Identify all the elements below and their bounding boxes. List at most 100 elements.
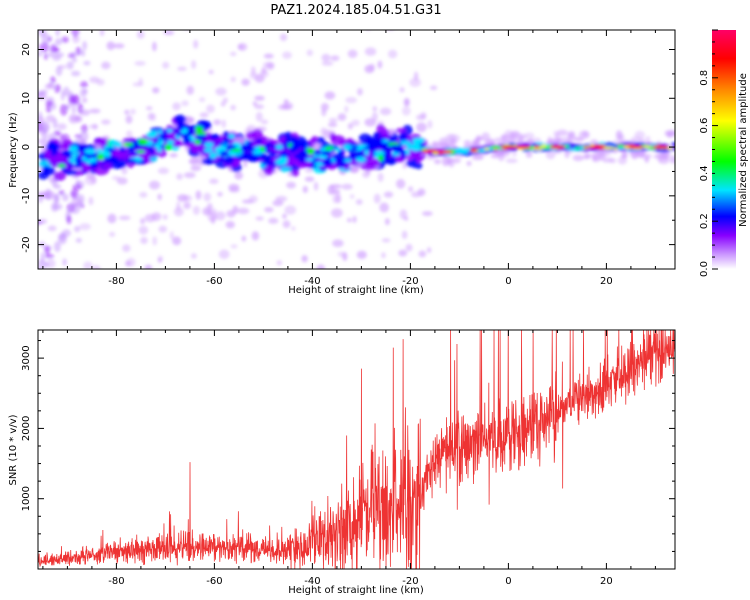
spectrogram-blob <box>328 117 338 123</box>
spectrogram-blob <box>177 194 188 202</box>
spectrogram-blob <box>621 151 628 159</box>
spectrogram-blob <box>324 91 336 100</box>
spectrogram-blob <box>122 244 131 253</box>
spectrogram-blob <box>121 166 128 175</box>
snr-x-tick-label: -40 <box>304 576 320 587</box>
spectrogram-blob <box>261 119 269 125</box>
spectrogram-blob <box>270 145 277 149</box>
spectrogram-blob <box>487 139 495 145</box>
spectrogram-blob <box>144 264 153 269</box>
spectrogram-blob <box>186 85 195 95</box>
spectrogram-blob <box>568 133 576 141</box>
spectrogram-blob <box>655 149 670 153</box>
spectrogram-blob <box>69 145 78 152</box>
spectrogram-blob <box>183 201 191 210</box>
spectrogram-blob <box>400 149 406 157</box>
spectrogram-blob <box>44 188 52 201</box>
spectrogram-blob <box>116 177 128 185</box>
spectrogram-blob <box>230 76 236 83</box>
spectrogram-blob <box>209 133 220 140</box>
spectrogram-blob <box>524 132 535 139</box>
spectrogram-blob <box>111 158 117 164</box>
spectrogram-blob <box>107 139 118 146</box>
spectrogram-blob <box>169 231 174 240</box>
spectrogram-blob <box>215 87 227 96</box>
spectrogram-blob <box>38 220 43 225</box>
spectrogram-x-tick-label: 20 <box>600 276 613 287</box>
spectrogram-blob <box>217 191 223 197</box>
spectrogram-blob <box>409 77 422 87</box>
spectrogram-blob <box>280 166 292 173</box>
spectrogram-blob <box>159 132 168 137</box>
spectrogram-blob <box>103 150 111 158</box>
spectrogram-blob <box>327 122 338 127</box>
spectrogram-blob <box>50 102 57 110</box>
spectrogram-blob <box>157 167 170 175</box>
spectrogram-blob <box>136 30 145 39</box>
spectrogram-blob <box>399 87 405 93</box>
spectrogram-blob <box>251 140 266 149</box>
spectrogram-blob <box>38 266 46 269</box>
spectrogram-blob <box>74 225 81 233</box>
spectrogram-blob <box>252 150 263 155</box>
spectrogram-blob <box>364 47 377 56</box>
spectrogram-blob <box>230 244 238 249</box>
spectrogram-blob <box>50 202 59 212</box>
spectrogram-blob <box>241 78 250 86</box>
spectrogram-blob <box>38 111 43 120</box>
spectrogram-blob <box>613 145 619 148</box>
spectrogram-blob <box>145 106 153 111</box>
spectrogram-blob <box>222 97 228 104</box>
spectrogram-blob <box>132 82 144 87</box>
spectrogram-x-tick-label: -20 <box>402 276 418 287</box>
spectrogram-blob <box>230 104 236 111</box>
spectrogram-blob <box>101 61 111 70</box>
spectrogram-blob <box>643 145 650 149</box>
spectrogram-blob <box>345 96 358 104</box>
spectrogram-blob <box>239 146 252 152</box>
spectrogram-blob <box>379 202 389 213</box>
spectrogram-blob <box>344 105 349 113</box>
spectrogram-blob <box>401 154 406 160</box>
spectrogram-blob <box>80 81 89 88</box>
spectrogram-blob <box>395 178 406 189</box>
spectrogram-blob <box>377 172 384 182</box>
spectrogram-blob <box>188 159 200 164</box>
spectrogram-blob <box>553 130 559 136</box>
spectrogram-blob <box>191 124 196 131</box>
spectrogram-blob <box>134 271 140 275</box>
spectrogram-blob <box>351 119 360 127</box>
spectrogram-blob <box>399 209 408 220</box>
spectrogram-blob <box>349 165 360 174</box>
spectrogram-blob <box>63 169 78 176</box>
snr-x-tick-label: -80 <box>108 576 124 587</box>
spectrogram-blob <box>157 147 162 153</box>
spectrogram-blob <box>82 40 88 51</box>
spectrogram-blob <box>126 130 133 139</box>
spectrogram-blob <box>97 148 102 155</box>
spectrogram-blob <box>515 145 532 149</box>
snr-frame <box>37 329 676 570</box>
spectrogram-blob <box>264 206 274 213</box>
spectrogram-blob <box>150 149 155 155</box>
spectrogram-blob <box>398 249 408 257</box>
spectrogram-blob <box>40 89 48 95</box>
spectrogram-blob <box>54 193 60 204</box>
spectrogram-blob <box>77 194 85 204</box>
spectrogram-blob <box>332 194 338 204</box>
spectrogram-blob <box>338 149 345 155</box>
spectrogram-blob <box>206 104 215 114</box>
spectrogram-blob <box>355 199 363 205</box>
spectrogram-blob <box>228 134 235 139</box>
spectrogram-blob <box>209 178 219 185</box>
spectrogram-blob <box>46 258 56 269</box>
spectrogram-blob <box>291 169 300 177</box>
spectrogram-blob <box>101 162 114 170</box>
spectrogram-blob <box>169 153 178 158</box>
spectrogram-blob <box>147 112 155 121</box>
spectrogram-blob <box>75 46 82 56</box>
spectrogram-blob <box>429 85 438 91</box>
spectrogram-blob <box>603 146 614 150</box>
spectrogram-blob <box>176 126 184 131</box>
spectrogram-blob <box>211 13 220 19</box>
